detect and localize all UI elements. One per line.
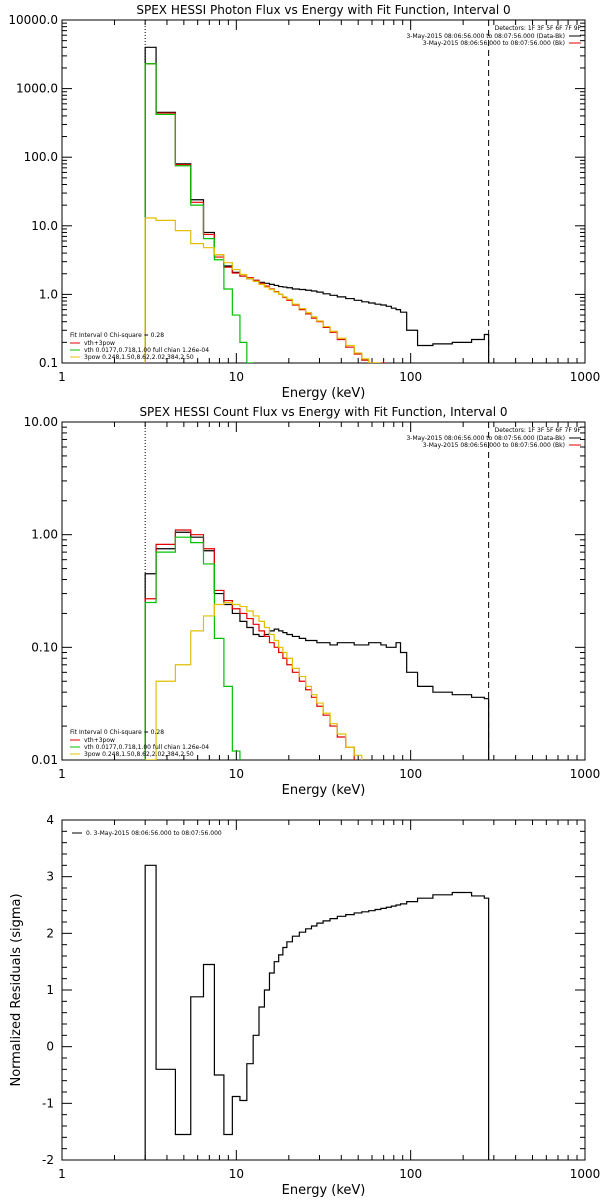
x-axis-label: Energy (keV) [282,1183,366,1198]
x-tick-label: 1000 [570,370,600,384]
y-axis-label: Normalized Residuals (sigma) [9,893,24,1086]
detectors-label: Detectors: 1F 3F 5F 6F 7F 9F [495,427,582,434]
legend-bottom-label: vth 0.0177,0.718,1.00 full chian 1.26e-0… [84,744,209,751]
legend-top-label: 3-May-2015 08:06:56.000 to 08:07:56.000 … [423,40,565,47]
plot-area [144,864,490,1160]
y-tick-label: 4 [46,813,54,827]
series-vth [144,536,241,760]
x-tick-label: 100 [399,767,422,781]
y-tick-label: 1 [46,983,54,997]
y-tick-label: 10.0 [31,219,58,233]
x-tick-label: 100 [399,370,422,384]
y-tick-label: -1 [42,1096,54,1110]
y-tick-label: 0.01 [31,753,58,767]
y-tick-label: 1000.0 [16,82,58,96]
x-tick-label: 10 [229,767,244,781]
x-tick-label: 1000 [570,767,600,781]
series-vth [144,63,254,363]
y-tick-label: 100.0 [24,150,58,164]
series-3pow [145,601,363,760]
panel-2: SPEX HESSI Count Flux vs Energy with Fit… [24,405,600,798]
chart-title: SPEX HESSI Count Flux vs Energy with Fit… [139,405,507,419]
x-tick-label: 100 [399,1167,422,1181]
series-0 [144,864,490,1160]
legend-label: 0. 3-May-2015 08:06:56.000 to 08:07:56.0… [86,830,222,837]
x-tick-label: 1 [58,370,66,384]
plot-frame [61,421,586,761]
legend-bottom-label: vth+3pow [84,340,115,347]
y-tick-label: 10.00 [24,415,58,429]
plot-frame [61,19,586,364]
y-tick-label: 10000.0 [8,13,58,27]
x-tick-label: 10 [229,1167,244,1181]
series-data [144,531,490,760]
y-tick-label: 1.0 [39,287,58,301]
x-axis-label: Energy (keV) [282,783,366,798]
y-tick-label: 0.1 [39,356,58,370]
y-tick-label: 2 [46,926,54,940]
panel-3: 1 10 100 1000 -2 -1 0 1 2 3 4 Energy (keV) Normalize… [9,813,600,1198]
legend-bottom-label: 3pow 0.248,1.50,8.62,2.02,384,2.50 [84,751,194,758]
chart-title: SPEX HESSI Photon Flux vs Energy with Fi… [136,3,510,17]
plot-frame [61,819,586,1161]
series-3pow [144,217,381,363]
y-tick-label: 3 [46,870,54,884]
x-tick-label: 10 [229,370,244,384]
legend-top-label: 3-May-2015 08:06:56.000 to 08:07:56.000 … [406,435,565,442]
fit-title-label: Fit Interval 0 Chi-square = 0.28 [70,332,164,339]
plot-area [144,46,490,363]
y-tick-label: 0.10 [31,640,58,654]
series-vth-3pow [144,63,387,363]
detectors-label: Detectors: 1F 3F 5F 6F 7F 9F [495,25,582,32]
panel-1: SPEX HESSI Photon Flux vs Energy with Fi… [8,3,600,401]
x-tick-label: 1000 [570,1167,600,1181]
y-tick-label: 0 [46,1040,54,1054]
x-tick-label: 1 [58,1167,66,1181]
y-tick-label: -2 [42,1153,54,1167]
y-tick-label: 1.00 [31,528,58,542]
x-axis-label: Energy (keV) [282,386,366,401]
legend-bottom-label: vth 0.0177,0.718,1.00 full chian 1.26e-0… [84,347,209,354]
x-tick-label: 1 [58,767,66,781]
legend-bottom-label: vth+3pow [84,737,115,744]
legend-bottom-label: 3pow 0.248,1.50,8.62,2.02,384,2.50 [84,354,194,361]
plot-area [144,529,490,760]
fit-title-label: Fit Interval 0 Chi-square = 0.28 [70,729,164,736]
legend-top-label: 3-May-2015 08:06:56.000 to 08:07:56.000 … [423,442,565,449]
series-vth-3pow [144,529,355,760]
legend-top-label: 3-May-2015 08:06:56.000 to 08:07:56.000 … [406,33,565,40]
